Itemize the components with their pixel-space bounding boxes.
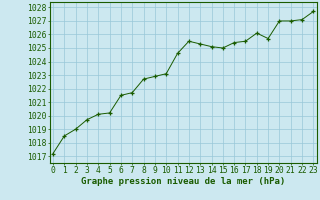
X-axis label: Graphe pression niveau de la mer (hPa): Graphe pression niveau de la mer (hPa) xyxy=(81,177,285,186)
